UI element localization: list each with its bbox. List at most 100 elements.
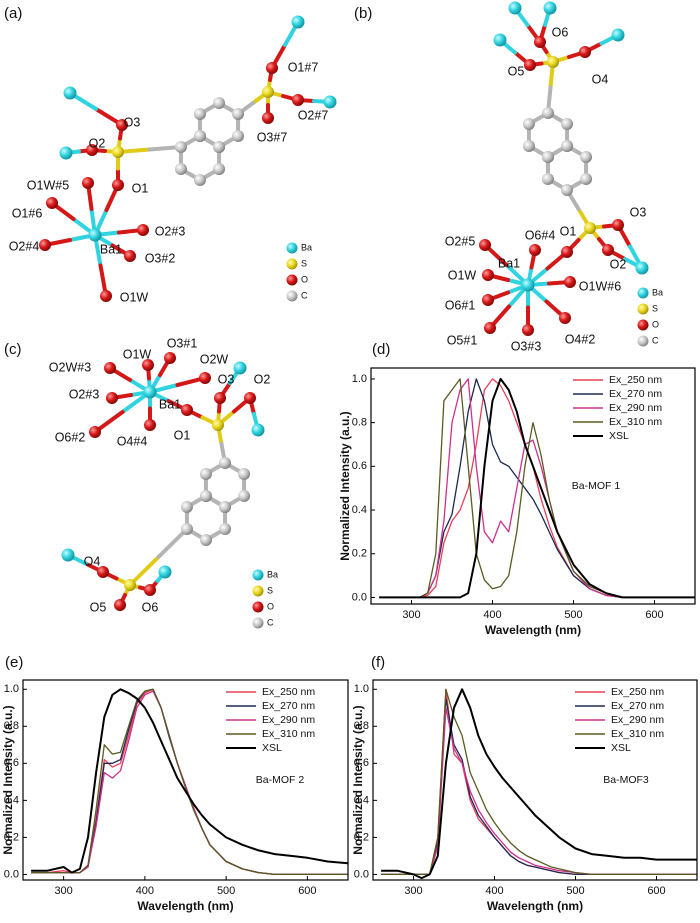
barium-atom [233,361,247,375]
legend-label: O [652,319,659,329]
series-line [31,688,348,876]
carbon-atom [232,108,245,120]
series-line [379,377,695,599]
atom-label: O1 [174,428,191,442]
series-line [31,688,348,874]
legend-label: Ex_250 nm [262,686,315,698]
carbon-atom [541,151,554,163]
legend-label: Ba [652,287,663,297]
legend-atom [252,585,264,597]
atom-label: O2W [200,352,229,366]
atom-label: O2 [89,136,106,150]
oxygen-atom [86,144,98,156]
barium-atom [158,565,172,579]
carbon-atom [213,163,226,175]
carbon-atom [580,173,593,185]
carbon-atom [561,184,573,196]
oxygen-atom [244,392,256,404]
oxygen-atom [97,566,109,578]
series-line [381,688,697,876]
legend-label: Ba [301,242,312,252]
barium-atom [508,1,522,15]
oxygen-atom [482,294,494,306]
panel-label: (e) [5,654,23,671]
legend-label: S [267,585,273,595]
x-tick-label: 300 [402,609,420,621]
atom-label: O6 [142,600,159,614]
oxygen-atom [529,244,541,256]
y-tick-label: 0.6 [352,460,367,472]
carbon-atom [238,468,251,480]
atom-label: O1 [560,224,577,238]
panel-label: (d) [372,341,390,358]
oxygen-atom [124,250,136,262]
sulfur-atom [212,419,224,431]
barium-atom [59,146,73,160]
annotation: Ba-MOF 2 [256,774,305,786]
y-tick-label: 1.0 [4,683,19,695]
atom-label: Ba1 [159,397,181,411]
legend-label: S [652,303,658,313]
atom-label: O3#3 [511,339,542,353]
barium-atom [323,95,337,109]
carbon-atom [174,163,187,175]
oxygen-atom [137,224,149,236]
atom-label: O1#7 [288,60,319,74]
carbon-atom [238,490,251,502]
oxygen-atom [181,404,193,416]
atom-label: O1 [132,181,149,195]
y-axis-title: Normalized Intensity (a.u.) [1,705,15,854]
annotation: Ba-MOF3 [603,774,649,786]
atom-label: O6#2 [55,430,86,444]
sulfur-atom [262,86,274,98]
oxygen-atom [534,36,546,48]
sulfur-atom [112,146,124,158]
x-tick-label: 400 [485,885,503,897]
oxygen-atom [482,269,494,281]
y-axis-title: Normalized Intensity (a.u.) [351,705,365,854]
legend-label: XSL [609,430,629,442]
legend-label: C [652,335,659,345]
legend-label: Ex_310 nm [609,416,662,428]
atom-label: O5 [90,600,107,614]
carbon-atom [199,468,212,480]
oxygen-atom [479,239,491,251]
oxygen-atom [142,359,154,371]
y-tick-label: 0.6 [354,757,369,769]
legend-label: S [301,258,307,268]
legend-atom [637,303,649,315]
x-tick-label: 500 [566,885,584,897]
atom-label: O4 [84,554,101,568]
legend-label: Ex_270 nm [262,700,315,712]
y-tick-label: 0.8 [4,720,19,732]
oxygen-atom [602,244,614,256]
oxygen-atom [39,239,51,251]
legend-atom [252,569,264,581]
x-tick-label: 600 [647,885,665,897]
y-tick-label: 0.0 [352,591,367,603]
atom-label: O2#4 [9,239,40,253]
y-tick-label: 1.0 [354,683,369,695]
oxygen-atom [484,322,496,334]
oxygen-atom [116,119,128,131]
carbon-atom [200,490,212,502]
carbon-atom [219,523,232,535]
oxygen-atom [561,246,573,258]
oxygen-atom [89,426,101,438]
oxygen-atom [144,419,156,431]
oxygen-atom [114,599,126,611]
carbon-atom [200,534,212,546]
plot-frame [370,367,696,605]
legend-label: O [267,601,274,611]
barium-atom [251,423,265,437]
atom-label: O2#7 [298,108,329,122]
legend-label: C [301,290,308,300]
carbon-atom [580,151,593,163]
legend-label: Ba [267,569,278,579]
barium-atom [88,228,102,242]
legend-label: Ex_310 nm [611,728,664,740]
plot-frame [372,679,698,881]
x-tick-label: 300 [404,885,422,897]
y-tick-label: 0.8 [352,417,367,429]
legend-label: Ex_310 nm [262,728,315,740]
